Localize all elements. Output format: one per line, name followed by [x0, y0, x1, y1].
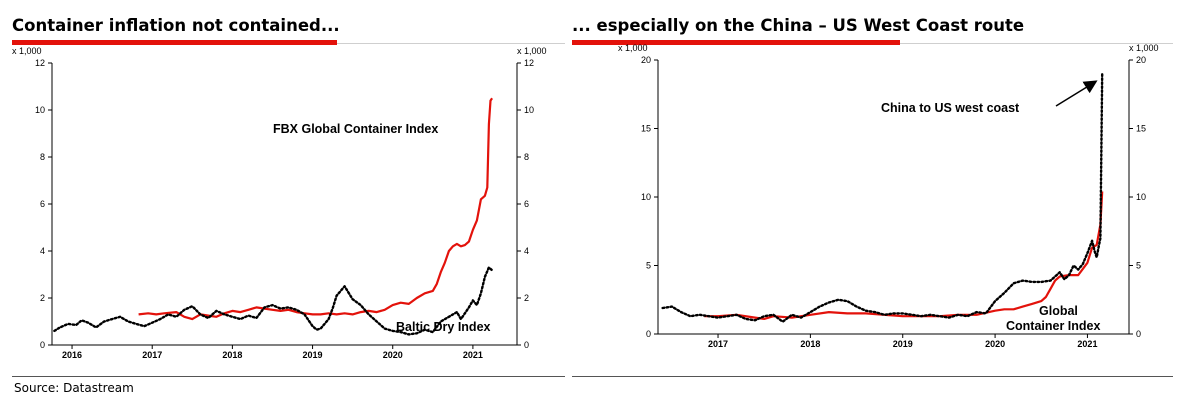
left-chart-title: Container inflation not contained...: [12, 16, 340, 35]
right-x-tick-label: 2021: [1077, 339, 1097, 349]
left-y-tick-label-right: 10: [524, 105, 534, 115]
right-annotation-china: China to US west coast: [881, 101, 1020, 115]
left-x-tick-label: 2021: [463, 350, 483, 360]
source-note: Source: Datastream: [14, 381, 134, 395]
right-title-accent: [572, 40, 900, 45]
right-y-tick-label-left: 20: [641, 55, 651, 65]
left-x-tick-label: 2018: [222, 350, 242, 360]
right-y-tick-label-right: 15: [1136, 124, 1146, 134]
annotation-arrow: [1055, 80, 1098, 107]
right-series-china-line: [661, 72, 1104, 323]
right-y-tick-label-left: 5: [646, 261, 651, 271]
left-y-tick-label-right: 6: [524, 199, 529, 209]
left-y-tick-label-left: 6: [40, 199, 45, 209]
left-series-fbx-line: [138, 97, 494, 321]
right-y-tick-label-right: 20: [1136, 55, 1146, 65]
right-series: [661, 72, 1104, 323]
left-x-tick-label: 2017: [142, 350, 162, 360]
left-title-accent: [12, 40, 337, 45]
left-series-baltic-line: [53, 266, 495, 336]
left-y-tick-label-left: 4: [40, 246, 45, 256]
left-chart: x 1,000 x 1,000 0 0 2 2 4 4 6 6 8 8 10 10 12 12 2016 20…: [12, 46, 547, 360]
left-series: [53, 97, 495, 336]
right-y-tick-label-left: 15: [641, 124, 651, 134]
left-x-tick-label: 2020: [383, 350, 403, 360]
left-multiplier-label-right: x 1,000: [517, 46, 547, 56]
right-footer-rule: [572, 376, 1173, 377]
left-y-tick-label-left: 8: [40, 152, 45, 162]
left-y-tick-label-right: 2: [524, 293, 529, 303]
left-axes: 0 0 2 2 4 4 6 6 8 8 10 10 12 12 2016 2017 2018 2019 2020 20…: [35, 58, 534, 360]
right-y-tick-label-right: 0: [1136, 329, 1141, 339]
left-y-tick-label-right: 12: [524, 58, 534, 68]
right-multiplier-label-left: x 1,000: [618, 44, 648, 53]
right-chart-title: ... especially on the China – US West Co…: [572, 16, 1025, 35]
right-series-fbx-line: [704, 191, 1104, 320]
right-y-tick-label-left: 10: [641, 192, 651, 202]
right-x-tick-label: 2018: [800, 339, 820, 349]
left-x-tick-label: 2019: [303, 350, 323, 360]
left-y-tick-label-right: 8: [524, 152, 529, 162]
right-annotation-container-index: Container Index: [1006, 319, 1101, 333]
right-x-tick-label: 2017: [708, 339, 728, 349]
left-y-tick-label-left: 2: [40, 293, 45, 303]
right-annotation-global: Global: [1039, 304, 1078, 318]
right-y-tick-label-right: 10: [1136, 192, 1146, 202]
left-y-tick-label-left: 10: [35, 105, 45, 115]
left-annotation-baltic: Baltic Dry Index: [396, 320, 491, 334]
right-y-tick-label-right: 5: [1136, 261, 1141, 271]
left-annotation-fbx: FBX Global Container Index: [273, 122, 438, 136]
right-multiplier-label-right: x 1,000: [1129, 44, 1159, 53]
right-x-tick-label: 2020: [985, 339, 1005, 349]
left-x-tick-label: 2016: [62, 350, 82, 360]
right-y-tick-label-left: 0: [646, 329, 651, 339]
left-y-tick-label-right: 0: [524, 340, 529, 350]
left-y-tick-label-left: 12: [35, 58, 45, 68]
left-y-tick-label-left: 0: [40, 340, 45, 350]
left-y-tick-label-right: 4: [524, 246, 529, 256]
left-footer-rule: [12, 376, 565, 377]
right-x-tick-label: 2019: [893, 339, 913, 349]
left-multiplier-label-left: x 1,000: [12, 46, 42, 56]
